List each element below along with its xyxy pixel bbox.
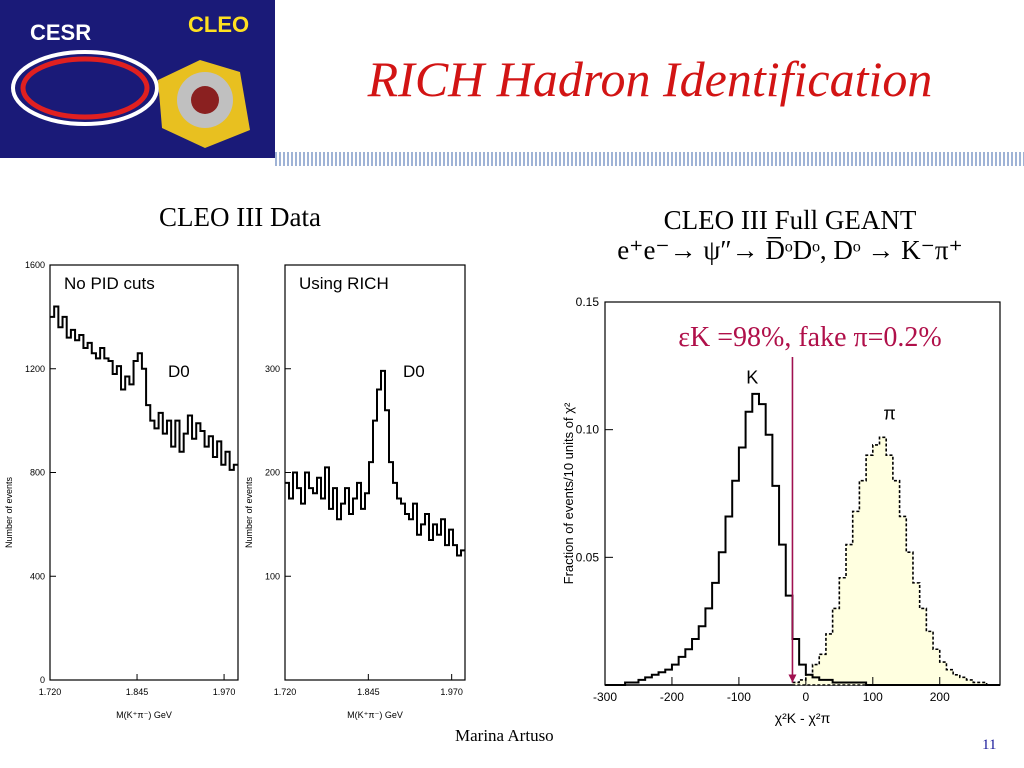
x-tick-label: -200 xyxy=(660,690,684,704)
pion-distribution xyxy=(605,436,1000,686)
chart-title: Using RICH xyxy=(299,274,389,293)
y-tick-label: 400 xyxy=(30,571,45,581)
y-tick-label: 200 xyxy=(265,468,280,478)
x-axis-label: χ²K - χ²π xyxy=(775,710,831,726)
kaon-distribution xyxy=(605,392,1000,686)
y-tick-label: 0 xyxy=(40,675,45,685)
page-number: 11 xyxy=(982,737,997,753)
chart-chi2: Kπ 0.05 0.10 0.15 -300 -200 -100 0 100 200 χ²K - χ… xyxy=(561,295,1001,726)
cleo-center-icon xyxy=(191,86,219,114)
peak-annotation: D0 xyxy=(168,362,190,381)
right-caption: CLEO III Full GEANT e⁺e⁻→ ψ″→ D̅ᵒDᵒ, Dᵒ … xyxy=(580,205,1000,265)
efficiency-label: εK =98%, fake π=0.2% xyxy=(678,322,942,353)
footer-author: Marina Artuso xyxy=(455,726,554,745)
logo-graphic: CESR CLEO xyxy=(11,12,250,148)
x-tick-label: 1.845 xyxy=(126,687,149,697)
pion-series-label: π xyxy=(883,403,895,423)
x-tick-label: 1.720 xyxy=(39,687,62,697)
x-tick-label: 100 xyxy=(863,690,883,704)
right-caption-line1: CLEO III Full GEANT xyxy=(663,205,917,235)
chart-using-rich: Using RICH D0 100 200 300 1.720 1.845 1.970 M(K⁺… xyxy=(244,264,466,720)
logo-left-text: CESR xyxy=(30,20,91,45)
cut-arrow-icon xyxy=(788,674,797,683)
plot-frame xyxy=(284,264,466,681)
y-axis-label: Number of events xyxy=(244,476,254,548)
cesr-ring-icon xyxy=(11,50,159,126)
y-tick-label: 300 xyxy=(265,364,280,374)
x-tick-label: 1.720 xyxy=(274,687,297,697)
histogram-series xyxy=(50,305,238,471)
x-tick-label: -300 xyxy=(593,690,617,704)
y-axis-label: Fraction of events/10 units of χ² xyxy=(561,402,576,584)
y-tick-label: 0.15 xyxy=(576,295,600,309)
y-tick-label: 100 xyxy=(265,571,280,581)
kaon-series-label: K xyxy=(746,368,758,388)
x-tick-label: 1.970 xyxy=(440,687,463,697)
cesr-inner-ring-icon xyxy=(20,56,150,120)
peak-annotation: D0 xyxy=(403,362,425,381)
right-caption-line2: e⁺e⁻→ ψ″→ D̅ᵒDᵒ, Dᵒ → K⁻π⁺ xyxy=(617,235,963,265)
x-tick-label: 1.970 xyxy=(213,687,236,697)
header-divider xyxy=(275,152,1024,166)
x-tick-label: 1.845 xyxy=(357,687,380,697)
y-tick-label: 0.10 xyxy=(576,423,600,437)
x-axis-label: M(K⁺π⁻) GeV xyxy=(116,710,172,720)
x-tick-label: -100 xyxy=(727,690,751,704)
y-tick-label: 800 xyxy=(30,468,45,478)
histogram-series xyxy=(285,369,465,557)
plot-frame xyxy=(604,301,1001,686)
x-axis-label: M(K⁺π⁻) GeV xyxy=(347,710,403,720)
left-caption: CLEO III Data xyxy=(159,202,321,232)
plot-frame xyxy=(49,264,239,681)
page-title: RICH Hadron Identification xyxy=(367,51,933,107)
y-axis-label: Number of events xyxy=(4,476,14,548)
cesr-cleo-logo: CESR CLEO xyxy=(0,0,275,158)
chart-no-pid: No PID cuts D0 0 400 800 1200 1600 1.720 1.845 1.… xyxy=(4,260,239,720)
chart-title: No PID cuts xyxy=(64,274,155,293)
logo-right-text: CLEO xyxy=(188,12,249,37)
y-tick-label: 1200 xyxy=(25,364,45,374)
y-tick-label: 1600 xyxy=(25,260,45,270)
x-tick-label: 0 xyxy=(803,690,810,704)
x-tick-label: 200 xyxy=(930,690,950,704)
y-tick-label: 0.05 xyxy=(576,550,600,564)
